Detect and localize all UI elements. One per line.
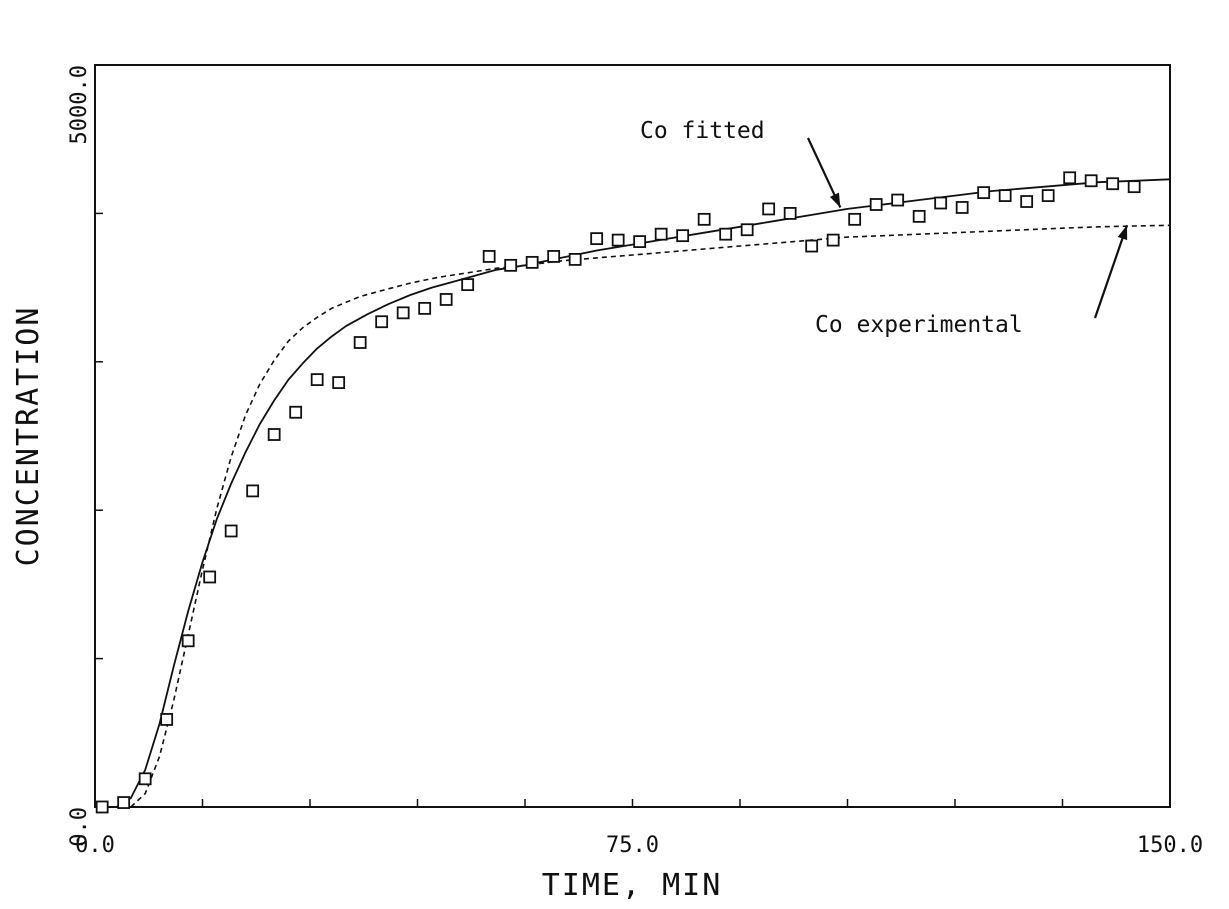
data-point-square — [375, 315, 389, 329]
data-point-square — [848, 212, 862, 226]
data-point-square — [633, 235, 647, 248]
axis-ticks — [94, 64, 1171, 808]
annotation-co-fitted: Co fitted — [640, 118, 765, 144]
data-point-square — [654, 227, 668, 241]
data-point-square — [504, 258, 518, 272]
data-point-square — [160, 713, 174, 726]
data-point-square — [719, 227, 733, 241]
plot-frame — [94, 64, 1171, 808]
data-point-square — [289, 405, 303, 419]
data-point-square — [869, 198, 883, 211]
data-point-square — [611, 233, 625, 247]
x-axis-title: TIME, MIN — [542, 868, 723, 903]
data-point-square — [740, 223, 754, 237]
solid-curve — [95, 178, 1171, 808]
data-point-square — [590, 232, 604, 246]
data-point-square — [955, 201, 969, 214]
data-point-square — [353, 336, 367, 349]
y-axis-title: CONCENTRATION — [11, 306, 46, 567]
data-point-square — [697, 212, 711, 226]
data-point-square — [138, 772, 152, 786]
x-tick-label: 150.0 — [1137, 833, 1203, 858]
y-tick-label: 5000.0 — [67, 65, 92, 144]
arrow-co-experimental-shaft — [1093, 224, 1129, 319]
data-point-square — [203, 570, 217, 584]
arrow-co-experimental-head — [1117, 225, 1128, 241]
data-point-square — [1084, 174, 1098, 188]
data-point-square — [998, 189, 1012, 202]
data-point-square — [332, 376, 346, 389]
tick-labels: 0.0 75.0 150.0 0.0 5000.0 — [67, 65, 1203, 858]
arrow-co-fitted-head — [829, 192, 841, 208]
series-dashed-line — [95, 224, 1171, 808]
x-tick-label: 75.0 — [606, 833, 659, 858]
data-point-square — [461, 278, 475, 292]
y-tick-label: 0.0 — [67, 807, 92, 847]
series-solid-line — [95, 178, 1171, 808]
data-point-square — [891, 193, 905, 207]
data-point-square — [912, 209, 926, 223]
data-point-square — [224, 524, 238, 538]
data-point-square — [525, 255, 539, 269]
data-point-square — [977, 186, 991, 200]
data-point-square — [439, 293, 453, 306]
data-point-square — [826, 233, 840, 247]
dashed-curve — [95, 224, 1171, 808]
data-point-square — [1127, 180, 1141, 194]
data-point-square — [676, 229, 690, 243]
data-point-square — [267, 428, 281, 441]
data-point-square — [1041, 189, 1055, 202]
data-point-square — [117, 796, 131, 809]
data-point-square — [95, 800, 109, 814]
annotation-arrows — [807, 137, 1129, 319]
data-point-square — [396, 306, 410, 320]
data-point-square — [310, 373, 324, 387]
data-point-square — [568, 253, 582, 266]
data-point-square — [1106, 177, 1120, 191]
x-tick-label: 0.0 — [75, 833, 115, 858]
data-point-square — [181, 634, 195, 648]
data-point-square — [547, 250, 561, 263]
data-point-square — [418, 301, 432, 315]
annotation-co-experimental: Co experimental — [815, 312, 1023, 338]
series-markers — [95, 171, 1141, 814]
data-point-square — [246, 484, 260, 498]
data-point-square — [1020, 195, 1034, 208]
data-point-square — [783, 206, 797, 220]
data-point-square — [762, 202, 776, 216]
data-point-square — [1063, 171, 1077, 185]
data-point-square — [805, 239, 819, 253]
data-point-square — [482, 250, 496, 263]
data-point-square — [934, 196, 948, 210]
